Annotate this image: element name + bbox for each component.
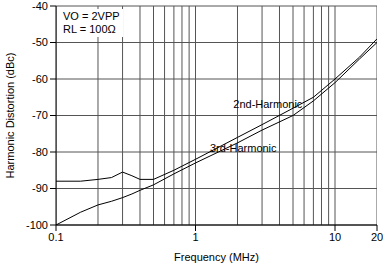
svg-text:20: 20 bbox=[371, 231, 383, 243]
svg-text:2nd-Harmonic: 2nd-Harmonic bbox=[233, 98, 303, 110]
svg-text:-80: -80 bbox=[32, 146, 48, 158]
svg-text:-40: -40 bbox=[32, 0, 48, 12]
svg-text:3rd-Harmonic: 3rd-Harmonic bbox=[210, 142, 277, 154]
svg-text:10: 10 bbox=[329, 231, 341, 243]
html-text:RL = 100Ω: RL = 100Ω bbox=[63, 23, 116, 35]
svg-text:1: 1 bbox=[192, 231, 198, 243]
svg-text:0.1: 0.1 bbox=[48, 231, 63, 243]
svg-text:-100: -100 bbox=[26, 219, 48, 231]
svg-text:-50: -50 bbox=[32, 36, 48, 48]
svg-text:Harmonic Distortion (dBc): Harmonic Distortion (dBc) bbox=[4, 53, 16, 179]
svg-text:-70: -70 bbox=[32, 109, 48, 121]
html-text:VO = 2VPP: VO = 2VPP bbox=[63, 10, 120, 22]
svg-text:Frequency (MHz): Frequency (MHz) bbox=[174, 251, 259, 263]
svg-text:-90: -90 bbox=[32, 182, 48, 194]
svg-text:-60: -60 bbox=[32, 73, 48, 85]
